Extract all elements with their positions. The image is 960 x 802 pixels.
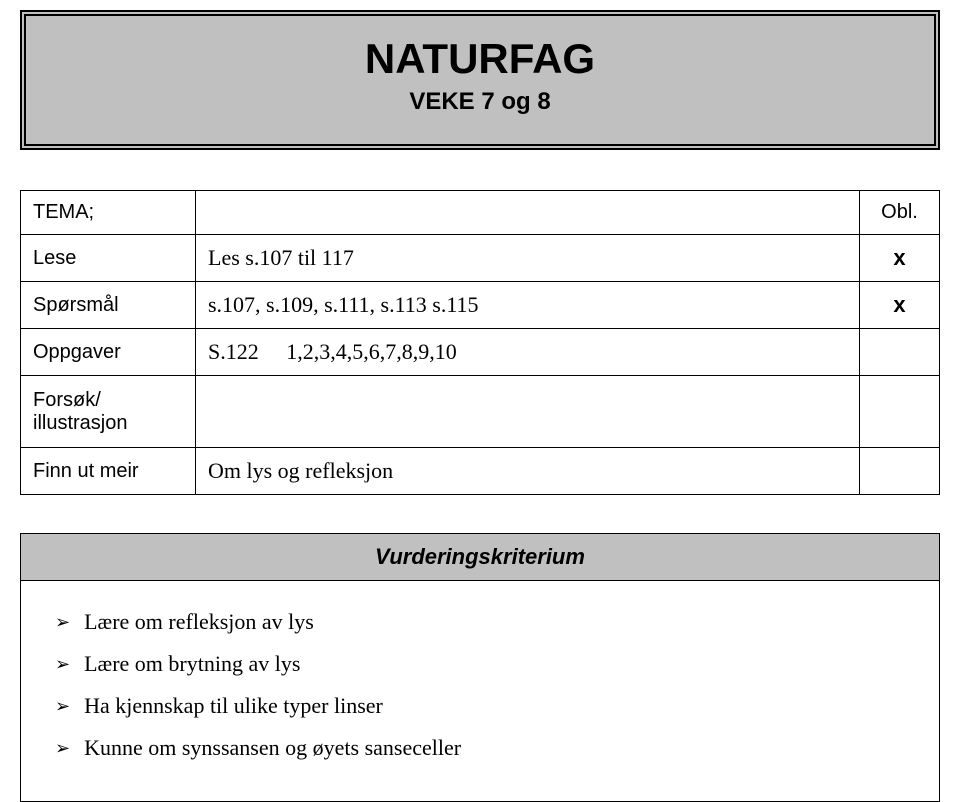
table-row: TEMA; Obl. — [21, 191, 940, 235]
arrow-icon: ➢ — [55, 609, 70, 635]
row-mark: x — [860, 235, 940, 282]
criteria-body-row: ➢ Lære om refleksjon av lys ➢ Lære om br… — [21, 581, 940, 802]
arrow-icon: ➢ — [55, 735, 70, 761]
row-label: TEMA; — [21, 191, 196, 235]
obl-header: Obl. — [860, 191, 940, 235]
table-row: Finn ut meir Om lys og refleksjon — [21, 448, 940, 495]
criteria-body: ➢ Lære om refleksjon av lys ➢ Lære om br… — [21, 581, 940, 802]
row-content: Les s.107 til 117 — [196, 235, 860, 282]
arrow-icon: ➢ — [55, 693, 70, 719]
row-mark: x — [860, 282, 940, 329]
main-table: TEMA; Obl. Lese Les s.107 til 117 x Spør… — [20, 190, 940, 495]
row-content: Om lys og refleksjon — [196, 448, 860, 495]
row-content — [196, 191, 860, 235]
page-title: NATURFAG — [36, 36, 924, 82]
row-mark — [860, 448, 940, 495]
criteria-header-row: Vurderingskriterium — [21, 534, 940, 581]
criteria-text: Kunne om synssansen og øyets sanseceller — [84, 735, 461, 761]
row-content — [196, 376, 860, 448]
row-mark — [860, 329, 940, 376]
header-box: NATURFAG VEKE 7 og 8 — [20, 10, 940, 150]
row-label: Lese — [21, 235, 196, 282]
page-subtitle: VEKE 7 og 8 — [36, 88, 924, 116]
row-label: Spørsmål — [21, 282, 196, 329]
table-row: Forsøk/ illustrasjon — [21, 376, 940, 448]
criteria-item: ➢ Lære om refleksjon av lys — [55, 609, 911, 635]
criteria-header: Vurderingskriterium — [21, 534, 940, 581]
criteria-text: Lære om refleksjon av lys — [84, 609, 314, 635]
criteria-text: Lære om brytning av lys — [84, 651, 300, 677]
row-label: Forsøk/ illustrasjon — [21, 376, 196, 448]
criteria-item: ➢ Ha kjennskap til ulike typer linser — [55, 693, 911, 719]
criteria-table: Vurderingskriterium ➢ Lære om refleksjon… — [20, 533, 940, 802]
row-content: S.122 1,2,3,4,5,6,7,8,9,10 — [196, 329, 860, 376]
table-row: Lese Les s.107 til 117 x — [21, 235, 940, 282]
criteria-item: ➢ Kunne om synssansen og øyets sansecell… — [55, 735, 911, 761]
row-mark — [860, 376, 940, 448]
table-row: Oppgaver S.122 1,2,3,4,5,6,7,8,9,10 — [21, 329, 940, 376]
row-label: Finn ut meir — [21, 448, 196, 495]
arrow-icon: ➢ — [55, 651, 70, 677]
row-label: Oppgaver — [21, 329, 196, 376]
row-content: s.107, s.109, s.111, s.113 s.115 — [196, 282, 860, 329]
table-row: Spørsmål s.107, s.109, s.111, s.113 s.11… — [21, 282, 940, 329]
criteria-item: ➢ Lære om brytning av lys — [55, 651, 911, 677]
criteria-text: Ha kjennskap til ulike typer linser — [84, 693, 383, 719]
